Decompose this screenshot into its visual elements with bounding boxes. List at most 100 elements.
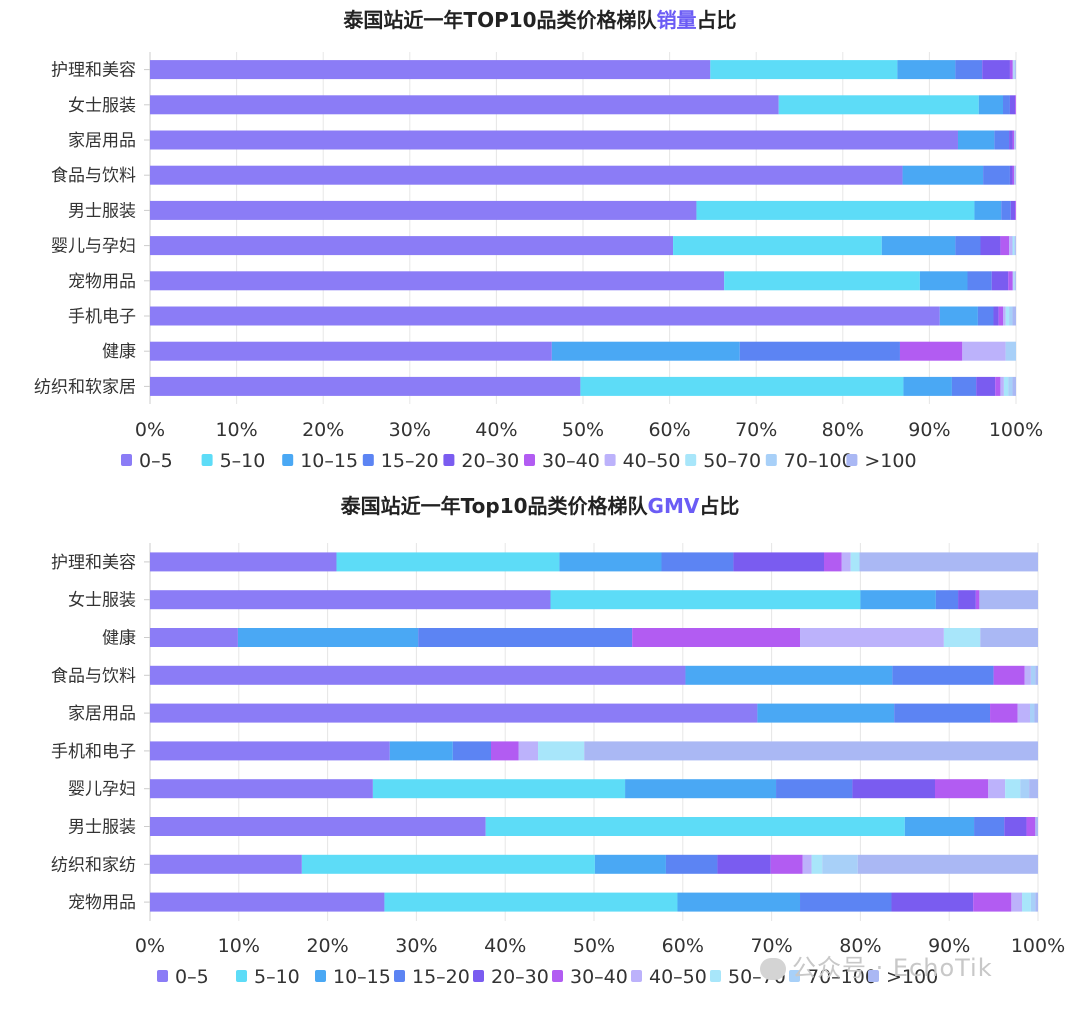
bar-segment [979,590,1038,610]
bar-segment [1013,271,1015,291]
bar-segment [665,854,718,874]
legend-swatch [282,454,294,466]
legend-swatch [685,454,697,466]
bar-segment [975,590,980,610]
legend-swatch [631,970,642,982]
bar-segment [1012,271,1014,291]
bar-segment [389,741,453,761]
legend-swatch [846,454,858,466]
bar-segment [150,165,903,185]
legend-label: 50–70 [703,450,761,472]
bar-segment [150,306,940,326]
legend-label: 0–5 [139,450,173,472]
bar-segment [1009,165,1013,185]
bar-segment [1014,60,1016,80]
bar-segment [955,236,981,256]
bar-segment [1012,130,1015,150]
bar-segment [1004,817,1027,836]
bar-segment [935,590,959,610]
category-label: 食品与饮料 [51,666,136,686]
legend-swatch [765,454,777,466]
bar-segment [1015,236,1016,256]
legend-label: 15–20 [412,966,470,988]
title-part-2: 占比 [699,494,739,518]
bar-segment [551,341,740,361]
category-label: 纺织和家纺 [51,855,136,875]
bar-segment [625,779,777,799]
legend-swatch [443,454,455,466]
bar-segment [1008,376,1013,396]
legend-swatch [710,970,721,982]
bar-segment [998,306,1004,326]
legend-swatch [524,454,535,466]
bar-segment [1014,130,1016,150]
bar-segment [857,854,1038,874]
bar-segment [800,892,892,912]
bar-segment [710,60,898,80]
bar-segment [1003,95,1010,115]
bar-segment [980,236,1001,256]
x-tick-label: 30% [395,935,437,957]
chart-title: 泰国站近一年TOP10品类价格梯队销量占比 [342,8,736,32]
title-part-1: 销量 [657,8,697,32]
legend-label: 5–10 [220,450,266,472]
bar-segment [902,165,984,185]
bar-segment [1015,60,1016,80]
legend-swatch [121,454,132,466]
bar-segment [991,271,1009,291]
x-tick-label: 40% [475,419,517,441]
bar-segment [757,703,895,723]
bar-segment [150,590,551,610]
category-label: 家居用品 [68,131,136,151]
x-tick-label: 60% [648,419,690,441]
bar-segment [580,376,904,396]
chart-title: 泰国站近一年Top10品类价格梯队GMV占比 [340,494,740,518]
legend-label: 10–15 [333,966,391,988]
bar-segment [150,552,337,572]
bar-segment [1034,703,1038,723]
bar-segment [724,271,920,291]
bar-segment [717,854,771,874]
bar-segment [418,628,633,647]
x-tick-label: 40% [484,935,526,957]
watermark-text: 公众号 · EchoTik [792,954,993,982]
legend-swatch [394,970,405,982]
bar-segment [1017,703,1031,723]
category-label: 手机电子 [68,307,136,327]
bar-segment [1009,95,1016,115]
bar-segment [823,552,842,572]
bar-segment [993,306,999,326]
bar-segment [899,341,963,361]
bar-segment [1008,271,1013,291]
chart-2: 泰国站近一年Top10品类价格梯队GMV占比 0% 10% 20% 30% 40% 50% 6… [51,494,1065,988]
bar-segment [892,665,994,685]
x-tick-label: 50% [573,935,615,957]
bar-segment [1012,376,1016,396]
legend-label: 20–30 [461,450,519,472]
legend-swatch [362,454,374,466]
bar-segment [150,236,674,256]
legend-swatch [868,970,879,982]
bar-segment [1012,165,1015,185]
title-part-0: 泰国站近一年Top10品类价格梯队 [340,494,649,518]
bar-segment [150,854,302,874]
bar-segment [1030,665,1036,685]
bar-segment [150,892,385,912]
x-tick-label: 30% [389,419,431,441]
bar-segment [696,200,975,220]
bar-segment [934,779,989,799]
legend-label: 5–10 [254,966,300,988]
x-tick-label: 10% [215,419,257,441]
bar-segment [685,665,893,685]
category-label: 健康 [102,629,136,649]
bar-segment [1012,60,1014,80]
bar-segment [1020,779,1030,799]
legend-swatch [789,970,800,982]
legend-swatch [315,970,326,982]
bar-segment [1030,703,1035,723]
category-label: 护理和美容 [51,61,136,81]
chart-1: 泰国站近一年TOP10品类价格梯队销量占比 0% 10% 20% 30% 40% 50% 60… [34,8,1043,472]
x-tick-label: 80% [822,419,864,441]
bar-segment [1015,200,1016,220]
